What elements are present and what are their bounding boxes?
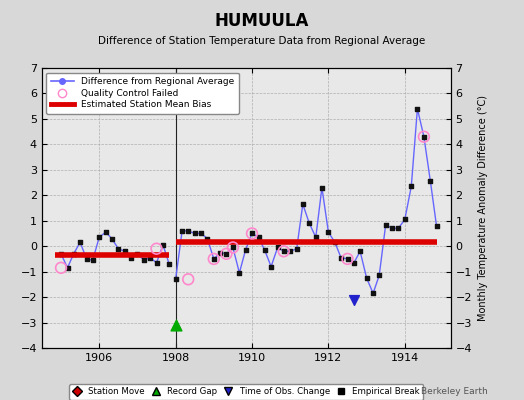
- Point: [413, 106, 422, 112]
- Point: [70, 251, 78, 257]
- Point: [292, 246, 301, 252]
- Point: [152, 246, 161, 252]
- Point: [203, 235, 212, 242]
- Point: [57, 265, 65, 271]
- Point: [228, 244, 237, 251]
- Point: [210, 256, 218, 262]
- Point: [121, 248, 129, 254]
- Point: [274, 244, 282, 251]
- Point: [248, 230, 256, 237]
- Point: [369, 290, 377, 296]
- Point: [337, 254, 345, 261]
- Point: [184, 228, 192, 234]
- Point: [420, 134, 428, 140]
- Legend: Station Move, Record Gap, Time of Obs. Change, Empirical Break: Station Move, Record Gap, Time of Obs. C…: [69, 384, 423, 400]
- Point: [114, 246, 123, 252]
- Point: [305, 220, 313, 226]
- Point: [331, 239, 339, 246]
- Point: [254, 234, 263, 240]
- Point: [159, 242, 167, 248]
- Point: [228, 244, 237, 251]
- Point: [432, 223, 441, 229]
- Point: [210, 256, 218, 262]
- Point: [89, 257, 97, 263]
- Point: [242, 247, 250, 253]
- Point: [191, 230, 199, 237]
- Point: [343, 256, 352, 262]
- Point: [63, 265, 72, 271]
- Point: [363, 275, 371, 281]
- Point: [420, 134, 428, 140]
- Point: [350, 296, 358, 303]
- Point: [248, 230, 256, 237]
- Point: [178, 228, 187, 234]
- Point: [127, 254, 135, 261]
- Text: Difference of Station Temperature Data from Regional Average: Difference of Station Temperature Data f…: [99, 36, 425, 46]
- Point: [82, 256, 91, 262]
- Point: [165, 261, 173, 267]
- Point: [102, 229, 110, 235]
- Point: [324, 229, 333, 235]
- Point: [216, 249, 224, 256]
- Point: [286, 248, 294, 254]
- Text: Berkeley Earth: Berkeley Earth: [421, 387, 487, 396]
- Point: [140, 257, 148, 263]
- Point: [299, 201, 307, 207]
- Point: [267, 263, 275, 270]
- Point: [356, 248, 364, 254]
- Point: [426, 178, 434, 184]
- Point: [388, 225, 396, 232]
- Point: [318, 184, 326, 191]
- Point: [407, 183, 416, 190]
- Text: HUMUULA: HUMUULA: [215, 12, 309, 30]
- Point: [375, 272, 384, 279]
- Point: [171, 322, 180, 328]
- Point: [279, 248, 288, 254]
- Point: [95, 234, 103, 240]
- Point: [184, 276, 192, 282]
- Point: [343, 256, 352, 262]
- Y-axis label: Monthly Temperature Anomaly Difference (°C): Monthly Temperature Anomaly Difference (…: [477, 95, 487, 321]
- Point: [312, 234, 320, 240]
- Point: [171, 276, 180, 282]
- Point: [222, 251, 231, 257]
- Point: [394, 225, 402, 232]
- Point: [350, 260, 358, 266]
- Point: [197, 230, 205, 237]
- Point: [401, 216, 409, 223]
- Point: [235, 270, 244, 276]
- Point: [107, 235, 116, 242]
- Point: [76, 239, 84, 246]
- Point: [57, 251, 65, 257]
- Point: [279, 248, 288, 254]
- Point: [222, 251, 231, 257]
- Point: [133, 251, 141, 257]
- Point: [381, 221, 390, 228]
- Point: [260, 247, 269, 253]
- Point: [152, 260, 161, 266]
- Point: [146, 254, 154, 261]
